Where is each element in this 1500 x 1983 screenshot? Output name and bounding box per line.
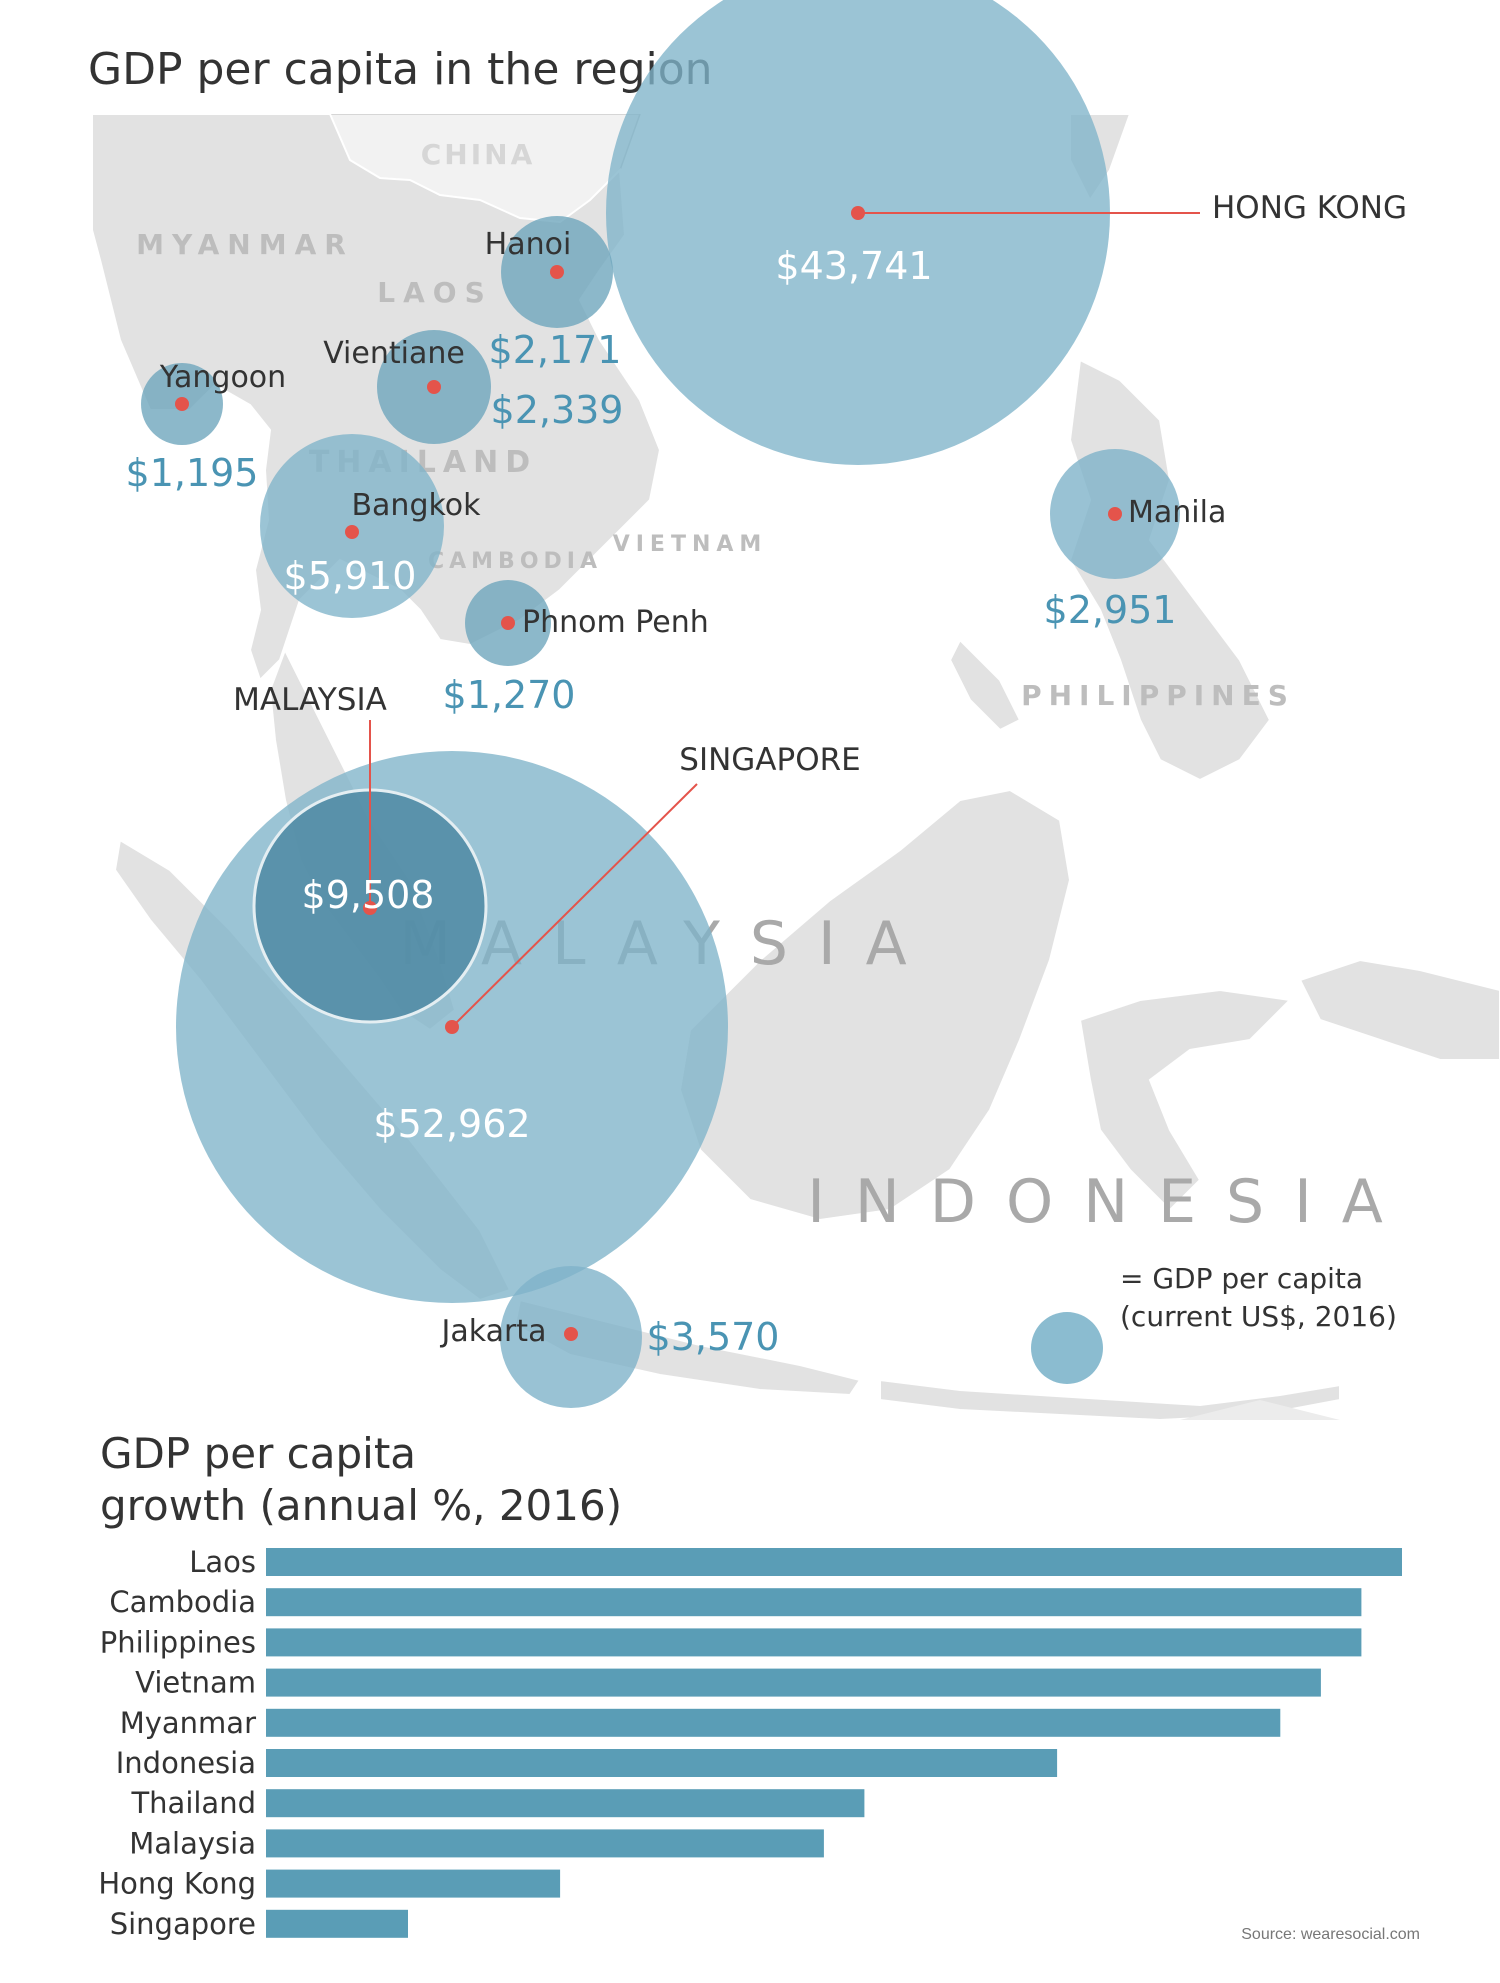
city-label-singapore: SINGAPORE (679, 742, 860, 778)
land-eastern-islands (1298, 958, 1500, 1061)
value-jakarta: $3,570 (647, 1315, 780, 1359)
city-dots (175, 206, 1122, 1341)
city-label-phnom-penh: Phnom Penh (522, 605, 709, 640)
source-note: Source: wearesocial.com (1241, 1926, 1420, 1943)
legend-line-2: (current US$, 2016) (1120, 1300, 1397, 1333)
dot-singapore (445, 1020, 459, 1034)
country-label-philippines: PHILIPPINES (1021, 679, 1295, 712)
country-label-cambodia: CAMBODIA (428, 549, 602, 574)
bar-label-philippines: Philippines (100, 1625, 256, 1659)
city-values: $43,741 $2,171 $2,339 $1,195 $5,910 $1,2… (126, 244, 1177, 1359)
leader-lines (369, 212, 1200, 1028)
value-singapore: $52,962 (373, 1102, 530, 1146)
dot-hong-kong (851, 206, 865, 220)
bar-label-laos: Laos (189, 1545, 256, 1579)
city-label-malaysia: MALAYSIA (233, 682, 387, 718)
dot-yangoon (175, 397, 189, 411)
value-phnom-penh: $1,270 (443, 673, 576, 717)
bar-label-singapore: Singapore (110, 1907, 256, 1941)
bar-label-cambodia: Cambodia (109, 1585, 256, 1619)
dot-hanoi (550, 265, 564, 279)
dot-phnom-penh (501, 616, 515, 630)
bar-thailand (266, 1789, 865, 1818)
value-vientiane: $2,339 (491, 388, 624, 432)
city-label-bangkok: Bangkok (351, 488, 481, 523)
dot-manila (1108, 507, 1122, 521)
map: CHINA MYANMAR LAOS THAILAND CAMBODIA VIE… (92, 0, 1500, 1420)
bar-laos (266, 1548, 1402, 1576)
bar-label-malaysia: Malaysia (129, 1826, 256, 1860)
leader-line-singapore (451, 783, 698, 1028)
chart-title-line-2: growth (annual %, 2016) (100, 1481, 623, 1530)
bar-hong-kong (266, 1869, 561, 1898)
bar-cambodia (266, 1588, 1362, 1617)
legend: = GDP per capita (current US$, 2016) (1031, 1262, 1397, 1384)
legend-line-1: = GDP per capita (1120, 1262, 1363, 1295)
bar-indonesia (266, 1749, 1058, 1777)
country-label-china: CHINA (421, 138, 536, 171)
bar-myanmar (266, 1708, 1281, 1737)
bar-label-thailand: Thailand (130, 1786, 256, 1820)
city-label-hanoi: Hanoi (485, 227, 572, 262)
chart-title-line-1: GDP per capita (100, 1429, 417, 1478)
bar-label-indonesia: Indonesia (116, 1746, 256, 1780)
country-label-myanmar: MYANMAR (136, 228, 354, 261)
value-malaysia: $9,508 (302, 873, 435, 917)
country-label-indonesia: INDONESIA (807, 1167, 1413, 1237)
dot-jakarta (564, 1327, 578, 1341)
land-borneo (678, 788, 1072, 1222)
country-label-vietnam: VIETNAM (613, 532, 768, 557)
land-australia (1180, 1400, 1340, 1420)
legend-bubble (1031, 1312, 1103, 1384)
bar-singapore (266, 1909, 408, 1938)
bar-philippines (266, 1628, 1362, 1657)
value-hanoi: $2,171 (489, 328, 622, 372)
dot-malaysia (363, 901, 377, 915)
page-title: GDP per capita in the region (88, 44, 713, 95)
city-label-yangoon: Yangoon (159, 360, 286, 395)
city-label-vientiane: Vientiane (323, 336, 465, 371)
bar-vietnam (266, 1668, 1321, 1697)
value-manila: $2,951 (1044, 588, 1177, 632)
country-label-laos: LAOS (377, 276, 492, 309)
bar-group: Laos Cambodia Philippines Vietnam Myanmar Ind… (98, 1545, 1402, 1941)
value-yangoon: $1,195 (126, 451, 259, 495)
bar-label-myanmar: Myanmar (120, 1706, 256, 1740)
chart-title: GDP per capita growth (annual %, 2016) (100, 1428, 622, 1532)
bar-label-vietnam: Vietnam (135, 1666, 256, 1700)
city-label-manila: Manila (1128, 495, 1226, 530)
value-hong-kong: $43,741 (775, 244, 932, 288)
bubble-hong-kong (606, 0, 1110, 465)
growth-bar-chart: Laos Cambodia Philippines Vietnam Myanmar Ind… (98, 1545, 1402, 1941)
dot-bangkok (345, 525, 359, 539)
bar-malaysia (266, 1829, 824, 1858)
dot-vientiane (427, 380, 441, 394)
value-bangkok: $5,910 (284, 554, 417, 598)
city-label-jakarta: Jakarta (440, 1314, 547, 1349)
land-sulawesi (1078, 988, 1293, 1212)
city-labels: HONG KONG Hanoi Vientiane Yangoon Bangko… (159, 190, 1407, 1349)
city-label-hong-kong: HONG KONG (1212, 190, 1407, 226)
land-palawan (948, 638, 1022, 732)
bar-label-hong-kong: Hong Kong (98, 1867, 256, 1901)
